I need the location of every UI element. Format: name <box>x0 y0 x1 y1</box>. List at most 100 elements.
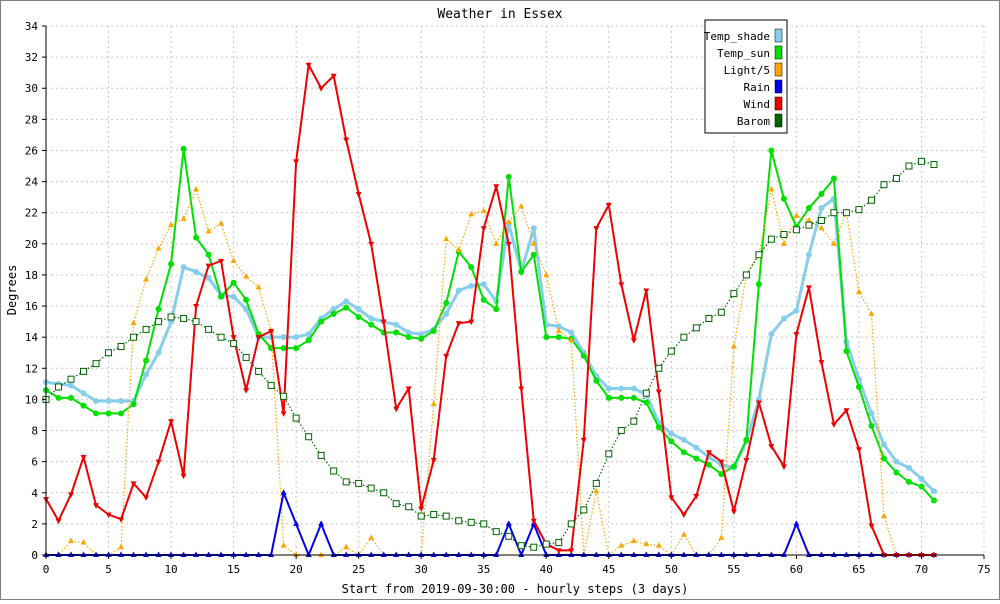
y-tick-label: 2 <box>31 518 38 531</box>
data-point <box>118 543 125 550</box>
data-point <box>130 319 137 326</box>
data-point <box>755 251 763 259</box>
data-point <box>805 221 813 229</box>
data-point <box>343 298 350 305</box>
data-point <box>380 551 387 557</box>
data-point <box>317 451 325 459</box>
data-point <box>655 551 662 557</box>
data-point <box>230 293 237 300</box>
data-point <box>443 299 450 306</box>
data-point <box>492 528 500 536</box>
data-point <box>218 258 225 265</box>
data-point <box>855 288 862 295</box>
data-point <box>580 352 587 359</box>
data-point <box>518 202 525 209</box>
data-point <box>243 296 250 303</box>
data-point <box>855 447 862 453</box>
data-point <box>443 551 450 557</box>
data-point <box>868 523 875 529</box>
data-point <box>280 345 287 352</box>
data-point <box>530 251 537 258</box>
data-point <box>480 296 487 303</box>
data-point <box>142 325 150 333</box>
data-point <box>255 551 262 557</box>
data-point <box>793 212 800 218</box>
series-temp-sun <box>43 145 937 504</box>
data-point <box>893 553 900 559</box>
data-point <box>567 520 575 528</box>
data-point <box>143 357 150 364</box>
data-point <box>743 551 750 557</box>
data-point <box>305 433 313 441</box>
data-point <box>768 185 775 192</box>
data-point <box>355 551 362 557</box>
data-point <box>518 551 525 557</box>
data-point <box>618 394 625 401</box>
data-point <box>418 506 425 512</box>
data-point <box>280 411 287 417</box>
data-point <box>368 315 375 322</box>
data-point <box>392 500 400 508</box>
data-point <box>293 520 300 526</box>
data-point <box>655 424 662 431</box>
data-point <box>55 383 63 391</box>
data-point <box>543 271 550 277</box>
data-point <box>830 175 837 182</box>
data-point <box>330 310 337 317</box>
data-point <box>905 553 912 559</box>
legend-label: Rain <box>744 81 771 94</box>
data-point <box>830 209 838 217</box>
data-point <box>930 553 937 559</box>
data-point <box>693 444 700 451</box>
x-tick-label: 20 <box>290 563 303 576</box>
data-point <box>305 62 312 69</box>
data-point <box>830 240 837 246</box>
data-point <box>393 406 400 413</box>
data-point <box>543 551 550 557</box>
data-point <box>805 205 812 212</box>
data-point <box>130 401 137 408</box>
data-point <box>705 315 713 323</box>
data-point <box>930 160 938 168</box>
y-tick-label: 30 <box>25 82 38 95</box>
data-point <box>180 315 188 323</box>
data-point <box>92 360 100 368</box>
data-point <box>893 458 900 465</box>
data-point <box>368 241 375 248</box>
data-point <box>530 518 537 525</box>
x-tick-label: 30 <box>415 563 428 576</box>
data-point <box>892 174 900 182</box>
data-point <box>217 333 225 341</box>
data-point <box>168 419 175 425</box>
data-point <box>280 542 287 548</box>
data-point <box>405 503 413 511</box>
data-point <box>505 218 512 225</box>
data-point <box>155 306 162 313</box>
data-point <box>668 438 675 445</box>
data-point <box>230 335 237 341</box>
y-tick-label: 18 <box>25 269 38 282</box>
data-point <box>267 381 275 389</box>
data-point <box>693 551 700 557</box>
data-point <box>755 551 762 557</box>
x-tick-label: 70 <box>915 563 928 576</box>
data-point <box>593 551 600 557</box>
data-point <box>855 551 862 557</box>
data-point <box>843 408 850 414</box>
data-point <box>443 353 450 360</box>
data-point <box>680 436 687 443</box>
y-tick-label: 16 <box>25 300 38 313</box>
y-tick-label: 26 <box>25 144 38 157</box>
data-point <box>805 216 812 223</box>
data-point <box>393 551 400 557</box>
data-point <box>505 173 512 180</box>
data-point <box>68 492 75 498</box>
y-tick-label: 20 <box>25 238 38 251</box>
x-tick-label: 65 <box>852 563 865 576</box>
data-point <box>455 246 462 253</box>
data-point <box>818 360 825 366</box>
y-tick-label: 6 <box>31 456 38 469</box>
data-point <box>605 385 612 392</box>
data-point <box>668 551 675 557</box>
data-point <box>918 483 925 490</box>
